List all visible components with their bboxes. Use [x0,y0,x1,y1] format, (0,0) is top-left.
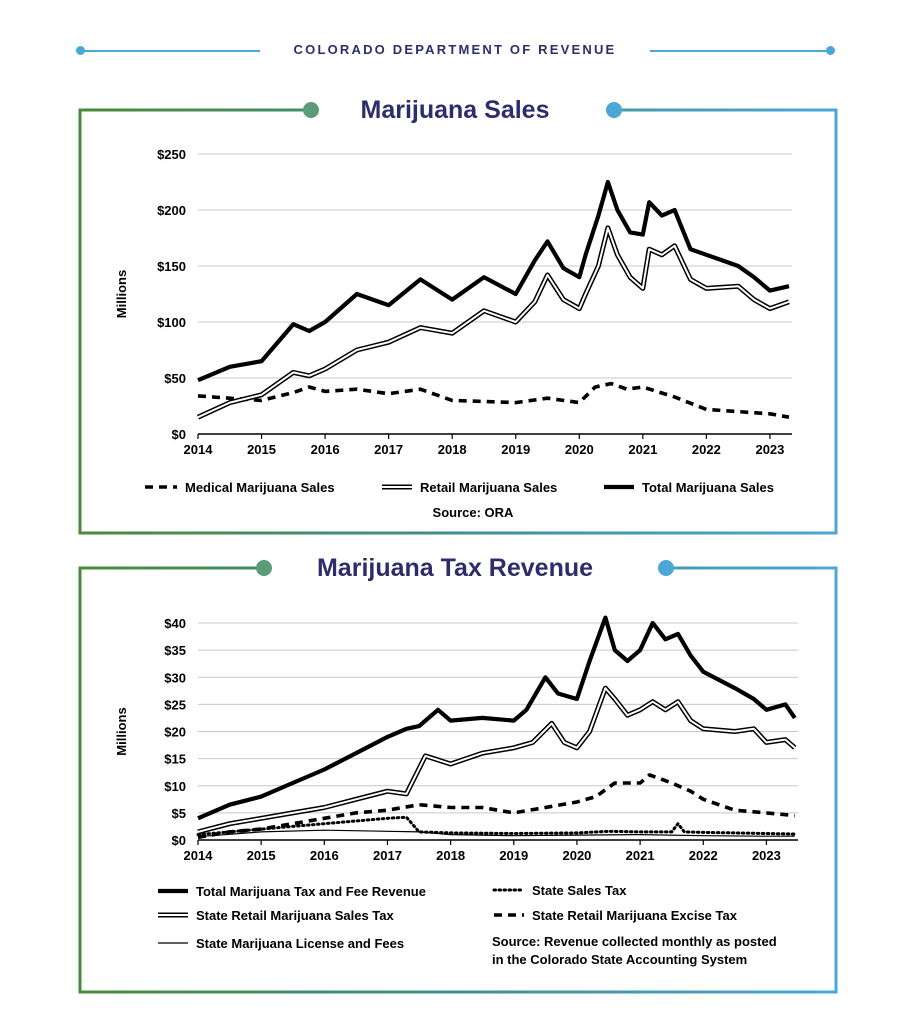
header-dot-right [826,46,835,55]
chart-1-legend-item: Medical Marijuana Sales [145,480,335,495]
chart-1-legend-item: Retail Marijuana Sales [382,480,557,495]
chart-1-legend-label: Retail Marijuana Sales [420,480,557,495]
chart-1-series-line [196,225,790,420]
chart-2-series-line [196,815,797,837]
chart-1-xtick-label: 2019 [501,442,530,457]
chart-1-frame [78,108,838,535]
chart-2-legend-item: State Sales Tax [492,883,627,898]
chart-1-series-line [197,381,790,419]
header-dot-left [76,46,85,55]
chart-2-frame-dot-left [256,560,272,576]
chart-1-xtick-label: 2022 [692,442,721,457]
chart-2-series-state-marijuana-license-and-fees [197,829,795,838]
chart-1-legend-label: Medical Marijuana Sales [185,480,335,495]
chart-1-xtick-label: 2016 [311,442,340,457]
chart-1-ytick-label: $200 [157,203,186,218]
chart-1-legend-item: Total Marijuana Sales [604,480,774,495]
chart-2-ytick-label: $20 [164,725,186,740]
chart-2-series-total-marijuana-tax-and-fee-revenue [197,615,797,821]
chart-1-source: Source: ORA [433,505,515,520]
chart-2-series-line [197,615,797,821]
chart-2-series-line [197,687,796,833]
chart-1-series-total-marijuana-sales [197,179,790,383]
chart-2-ytick-label: $40 [164,616,186,631]
chart-2-xtick-label: 2020 [562,848,591,863]
chart-2-series-state-sales-tax [196,815,797,837]
header-rule-left [80,50,260,52]
chart-1-title: Marijuana Sales [360,96,550,124]
chart-2-legend-item: Total Marijuana Tax and Fee Revenue [158,884,426,899]
chart-2-series-state-retail-marijuana-excise-tax [197,773,795,840]
chart-1-frame-dot-left [303,102,319,118]
header-rule-right [650,50,830,52]
chart-1-series-line [197,179,790,383]
chart-2-ytick-label: $5 [172,806,186,821]
chart-2-ytick-label: $35 [164,643,186,658]
chart-2-xtick-label: 2015 [247,848,276,863]
chart-2-legend-item: State Retail Marijuana Sales Tax [158,908,394,923]
chart-2-ytick-label: $0 [172,833,186,848]
chart-1-ytick-label: $150 [157,259,186,274]
chart-2-xtick-label: 2023 [752,848,781,863]
chart-1-xtick-label: 2014 [184,442,214,457]
chart-1-xtick-label: 2021 [628,442,657,457]
chart-1-ytick-label: $0 [172,427,186,442]
chart-2-ytick-label: $15 [164,752,186,767]
chart-2-y-axis-label: Millions [114,707,129,755]
chart-2-legend-label: State Retail Marijuana Excise Tax [532,908,738,923]
chart-1-legend-label: Total Marijuana Sales [642,480,774,495]
chart-2-xtick-label: 2019 [499,848,528,863]
chart-1-frame-dot-right [606,102,622,118]
chart-2-legend-label: State Sales Tax [532,883,627,898]
chart-2-series-state-retail-marijuana-sales-tax [197,685,797,835]
chart-1-series-medical-marijuana-sales [197,381,790,419]
chart-2-xtick-label: 2022 [689,848,718,863]
chart-2-xtick-label: 2017 [373,848,402,863]
chart-2-ytick-label: $25 [164,697,186,712]
chart-2-legend-item: State Marijuana License and Fees [158,936,404,951]
chart-2-frame [78,566,838,994]
chart-1-ytick-label: $250 [157,147,186,162]
chart-2-source-line-2: in the Colorado State Accounting System [492,952,747,967]
chart-2-legend-label: State Retail Marijuana Sales Tax [196,908,394,923]
chart-1-series-line [197,226,790,419]
chart-2-frame-dot-right [658,560,674,576]
chart-2-ytick-label: $30 [164,670,186,685]
chart-2-legend-label: Total Marijuana Tax and Fee Revenue [196,884,426,899]
chart-1-ytick-label: $50 [164,371,186,386]
chart-1-xtick-label: 2018 [438,442,467,457]
chart-2-ytick-label: $10 [164,779,186,794]
chart-1-y-axis-label: Millions [114,270,129,318]
chart-1-xtick-label: 2020 [565,442,594,457]
chart-2-legend-label: State Marijuana License and Fees [196,936,404,951]
chart-2-xtick-label: 2016 [310,848,339,863]
chart-1-ytick-label: $100 [157,315,186,330]
chart-2-series-line [197,773,795,840]
chart-1-series-retail-marijuana-sales [196,225,790,420]
chart-2-title: Marijuana Tax Revenue [316,554,594,582]
chart-1-xtick-label: 2023 [755,442,784,457]
chart-2-xtick-label: 2014 [184,848,214,863]
chart-2-xtick-label: 2018 [436,848,465,863]
chart-1-xtick-label: 2015 [247,442,276,457]
chart-2-series-line [197,829,795,838]
chart-2-source-line-1: Source: Revenue collected monthly as pos… [492,934,777,949]
chart-2-xtick-label: 2021 [626,848,655,863]
header-title: COLORADO DEPARTMENT OF REVENUE [293,42,617,57]
chart-2-legend-item: State Retail Marijuana Excise Tax [494,908,738,923]
chart-1-xtick-label: 2017 [374,442,403,457]
